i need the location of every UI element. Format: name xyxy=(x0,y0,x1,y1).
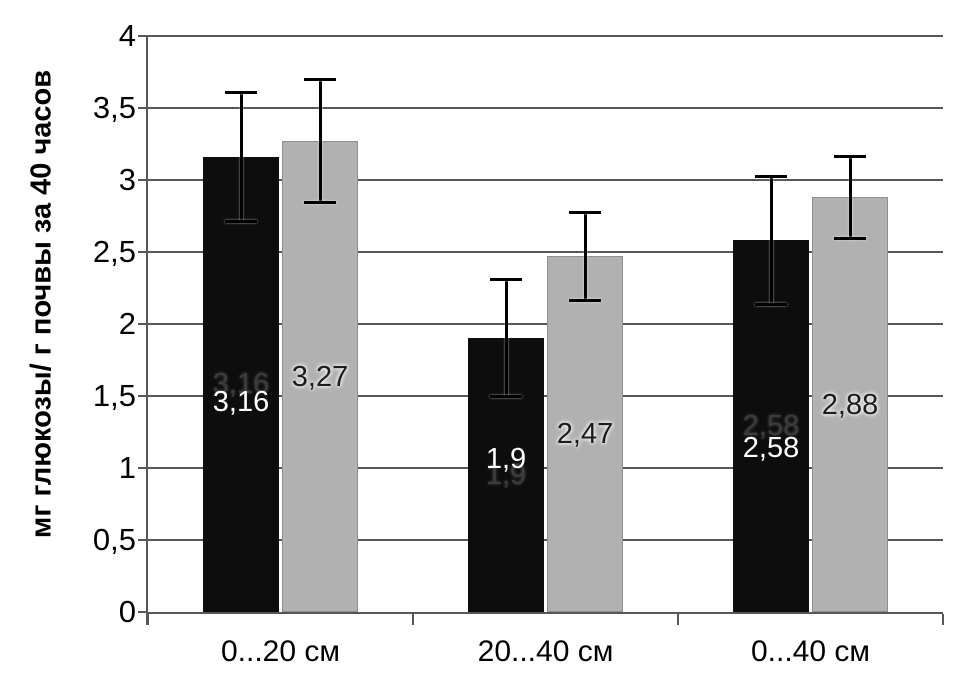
bar-value-label: 2,47 xyxy=(556,418,614,451)
error-bar-line xyxy=(769,175,773,306)
x-tick xyxy=(942,614,944,625)
gridline xyxy=(148,179,943,181)
x-tick xyxy=(677,614,679,625)
y-tick-label: 0,5 xyxy=(92,522,136,557)
y-tick xyxy=(138,467,148,469)
error-bar-line xyxy=(504,279,508,398)
error-bar-cap-bottom xyxy=(834,237,866,241)
bar-value-label: 3,16 xyxy=(212,386,270,419)
y-tick-label: 1 xyxy=(118,450,136,485)
gridline xyxy=(148,323,943,325)
y-tick-label: 4 xyxy=(118,18,136,53)
bar-black-0 xyxy=(203,156,279,612)
y-tick-label: 3 xyxy=(118,162,136,197)
error-bar-cap-top xyxy=(490,278,522,282)
error-bar-line xyxy=(318,79,322,204)
error-bar-cap-top xyxy=(225,91,257,95)
y-tick-label: 1,5 xyxy=(92,378,136,413)
y-tick xyxy=(138,179,148,181)
gridline xyxy=(148,467,943,469)
bar-value-label: 2,58 xyxy=(742,432,800,465)
bar-gray-2 xyxy=(812,197,888,612)
gridline xyxy=(148,107,943,109)
y-tick-label: 2,5 xyxy=(92,234,136,269)
y-axis-line xyxy=(146,36,148,625)
error-bar-line xyxy=(239,92,243,222)
category-label: 0...40 см xyxy=(750,635,871,668)
y-tick xyxy=(138,107,148,109)
gridline xyxy=(148,395,943,397)
bar-value-ghost-label: 1,9 xyxy=(485,459,527,492)
error-bar-cap-top xyxy=(569,210,601,214)
y-tick xyxy=(138,35,148,37)
x-tick xyxy=(147,614,149,625)
y-tick xyxy=(138,539,148,541)
error-bar-line xyxy=(848,155,852,240)
category-label: 0...20 см xyxy=(220,635,341,668)
category-label: 20...40 см xyxy=(477,635,614,668)
error-bar-cap-top xyxy=(755,174,787,178)
error-bar-cap-bottom xyxy=(569,298,601,302)
bar-value-label: 3,27 xyxy=(291,360,349,393)
y-tick xyxy=(138,395,148,397)
bar-value-ghost-label: 2,58 xyxy=(742,410,800,443)
bar-gray-0 xyxy=(282,141,358,612)
y-tick xyxy=(138,323,148,325)
bar-value-label: 2,88 xyxy=(821,388,879,421)
y-tick xyxy=(138,251,148,253)
bar-value-ghost-label: 3,16 xyxy=(212,368,270,401)
y-tick-label: 0 xyxy=(118,594,136,629)
x-tick xyxy=(412,614,414,625)
error-bar-cap-top xyxy=(834,154,866,158)
error-bar-cap-bottom xyxy=(304,201,336,205)
x-axis-line xyxy=(146,612,943,614)
y-tick-label: 2 xyxy=(118,306,136,341)
y-tick-label: 3,5 xyxy=(92,90,136,125)
bar-value-label: 1,9 xyxy=(485,443,527,476)
error-bar-cap-bottom xyxy=(755,303,787,307)
gridline xyxy=(148,251,943,253)
error-bar-cap-bottom xyxy=(490,395,522,399)
error-bar-cap-top xyxy=(304,78,336,82)
error-bar-line xyxy=(583,211,587,301)
gridline xyxy=(148,35,943,37)
y-tick xyxy=(138,611,148,613)
gridline xyxy=(148,539,943,541)
error-bar-cap-bottom xyxy=(225,219,257,223)
